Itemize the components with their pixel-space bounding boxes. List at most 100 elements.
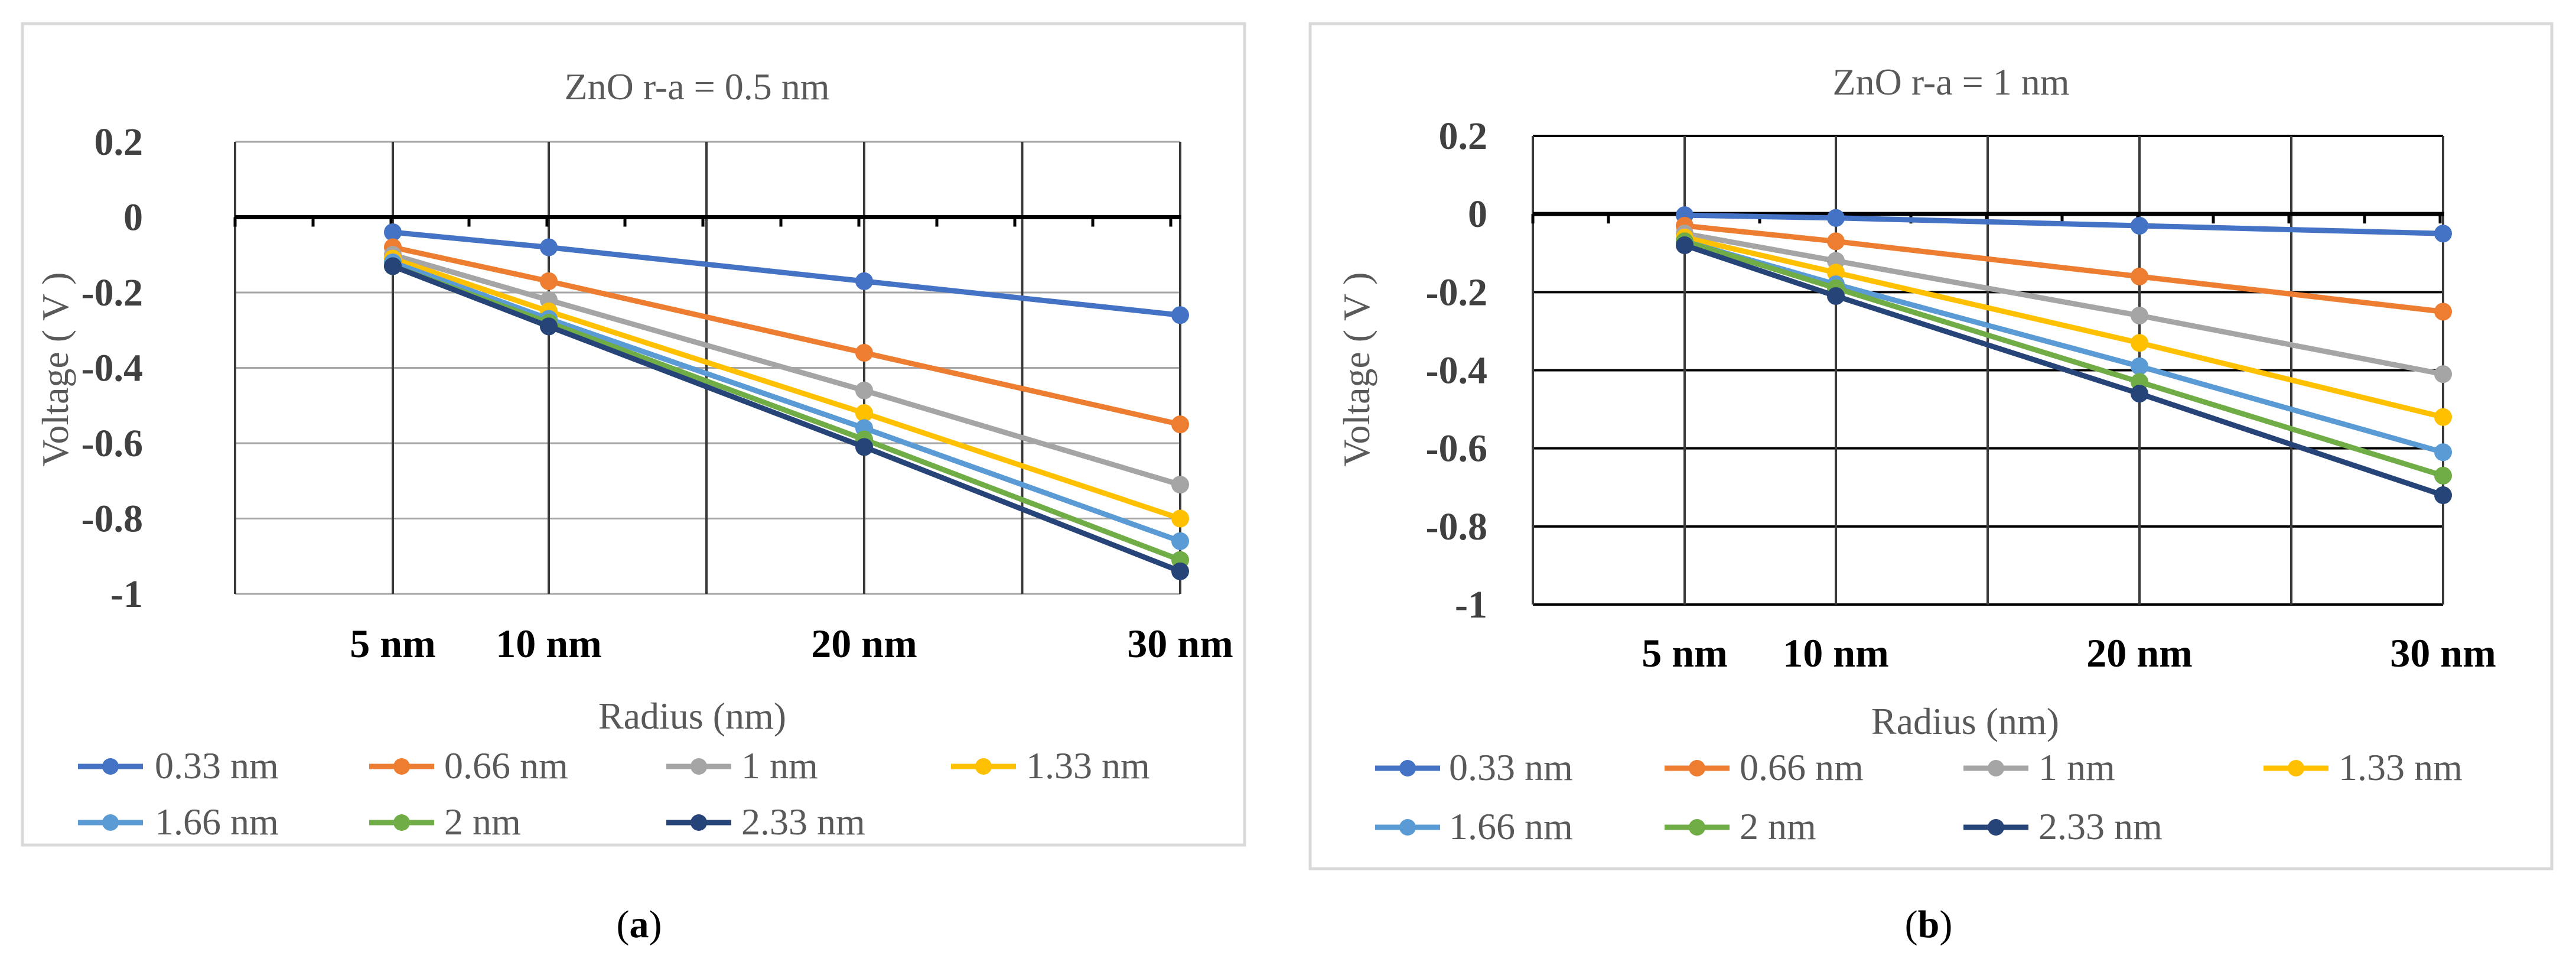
legend-item: 0.66 nm <box>1665 746 1864 788</box>
data-point <box>1171 476 1189 494</box>
data-point <box>2131 216 2148 235</box>
panel-caption-letter: b <box>1918 903 1940 946</box>
series-line-1.33-nm <box>392 256 1181 521</box>
panel-caption: (b) <box>1905 903 1953 946</box>
data-point <box>2434 443 2452 462</box>
legend-swatch-marker <box>2288 760 2304 776</box>
y-tick-label: -0.4 <box>1426 349 1487 392</box>
legend-swatch-marker <box>1689 819 1705 836</box>
legend-label: 2 nm <box>444 801 521 843</box>
data-point <box>1827 209 1845 227</box>
x-tick-label: 10 nm <box>1783 631 1888 675</box>
legend-item: 2.33 nm <box>666 801 865 843</box>
data-point <box>2131 267 2148 285</box>
data-point <box>2434 365 2452 384</box>
data-point <box>1171 415 1189 434</box>
legend-item: 0.33 nm <box>1375 746 1573 788</box>
y-tick-label: -0.4 <box>82 347 143 390</box>
chart-panel-b: ZnO r-a = 1 nm 0.2 0 -0.2 -0.4 -0.6 -0.8 -1 5 nm… <box>1308 22 2554 946</box>
series-line-0.33-nm <box>392 229 1181 318</box>
x-tick-label: 5 nm <box>350 621 435 666</box>
data-point <box>1676 236 1694 255</box>
data-point <box>2131 385 2148 403</box>
series-line-1-nm <box>392 252 1181 488</box>
data-point <box>1827 287 1845 305</box>
panel-caption-letter: a <box>630 903 649 946</box>
x-tick-label: 10 nm <box>496 621 601 666</box>
data-point <box>1827 232 1845 251</box>
legend-label: 0.66 nm <box>1740 746 1864 788</box>
y-tick-label: -0.2 <box>82 271 143 314</box>
legend-item: 0.66 nm <box>369 745 568 787</box>
legend-item: 1.33 nm <box>951 745 1150 787</box>
chart-frame <box>21 22 1246 847</box>
legend-item: 1 nm <box>1963 746 2115 788</box>
series-line-2.33-nm <box>392 264 1181 574</box>
legend-swatch-marker <box>1988 760 2004 776</box>
data-point <box>1171 532 1189 550</box>
series-line-1.33-nm <box>1683 235 2444 420</box>
legend-swatch-marker <box>1399 819 1416 836</box>
y-tick-label: -0.8 <box>1426 505 1487 548</box>
legend-swatch-marker <box>975 758 992 775</box>
y-tick-label: -0.8 <box>82 498 143 541</box>
data-point <box>540 238 558 256</box>
legend-item: 1.33 nm <box>2264 746 2463 788</box>
chart-panel-a: ZnO r-a = 0.5 nm 0.2 0 -0.2 -0.4 -0.6 -0.8 -1 5 … <box>21 22 1246 946</box>
legend-swatch-marker <box>102 814 119 831</box>
legend-swatch-marker <box>1689 760 1705 776</box>
legend-swatch-marker <box>691 758 707 775</box>
data-point <box>855 272 873 290</box>
data-point <box>2434 303 2452 321</box>
x-tick-label: 20 nm <box>811 621 917 666</box>
y-axis-label: Voltage ( V ) <box>34 272 76 467</box>
data-point <box>1171 562 1189 580</box>
legend-label: 2.33 nm <box>2038 805 2163 847</box>
series-line-0.33-nm <box>1684 212 2444 236</box>
series-line-1.66-nm <box>392 259 1181 544</box>
series-line-2-nm <box>1683 239 2444 479</box>
x-tick-label: 20 nm <box>2086 631 2192 675</box>
series-line-1-nm <box>1684 230 2444 377</box>
legend-label: 1.33 nm <box>2339 746 2463 788</box>
legend-label: 0.33 nm <box>1449 746 1573 788</box>
y-tick-label: -0.2 <box>1426 271 1487 314</box>
data-point <box>540 317 558 336</box>
data-point <box>2131 334 2148 352</box>
data-point <box>540 272 558 290</box>
data-point <box>855 404 873 422</box>
x-axis-label: Radius (nm) <box>1871 700 2059 742</box>
y-tick-label: -0.6 <box>82 422 143 465</box>
legend-label: 1 nm <box>741 745 818 787</box>
legend-label: 1 nm <box>2038 746 2115 788</box>
data-point <box>2434 486 2452 504</box>
legend-label: 1.33 nm <box>1026 745 1150 787</box>
data-point <box>1171 306 1189 324</box>
x-tick-label: 30 nm <box>1127 621 1233 666</box>
series-line-0.66-nm <box>392 245 1181 427</box>
data-point <box>2434 408 2452 426</box>
y-tick-label: 0 <box>1468 193 1487 236</box>
legend-swatch-marker <box>393 758 410 775</box>
legend-label: 2.33 nm <box>741 801 865 843</box>
legend-swatch-marker <box>393 814 410 831</box>
legend-item: 1.66 nm <box>1375 805 1573 847</box>
legend-item: 2.33 nm <box>1963 805 2163 847</box>
y-tick-label: 0.2 <box>1439 115 1488 158</box>
y-tick-label: -1 <box>110 573 143 616</box>
y-tick-label: -1 <box>1455 583 1487 626</box>
data-point <box>855 438 873 456</box>
data-point <box>384 223 402 241</box>
data-point <box>2434 466 2452 485</box>
legend-item: 1 nm <box>666 745 818 787</box>
legend-item: 2 nm <box>369 801 521 843</box>
legend-swatch-marker <box>1988 819 2004 836</box>
legend-item: 2 nm <box>1665 805 1816 847</box>
y-tick-label: -0.6 <box>1426 427 1487 470</box>
data-point <box>1171 509 1189 528</box>
data-point <box>2131 357 2148 375</box>
x-tick-label: 5 nm <box>1642 631 1727 675</box>
series-line-0.66-nm <box>1684 223 2444 314</box>
x-tick-label: 30 nm <box>2390 631 2496 675</box>
